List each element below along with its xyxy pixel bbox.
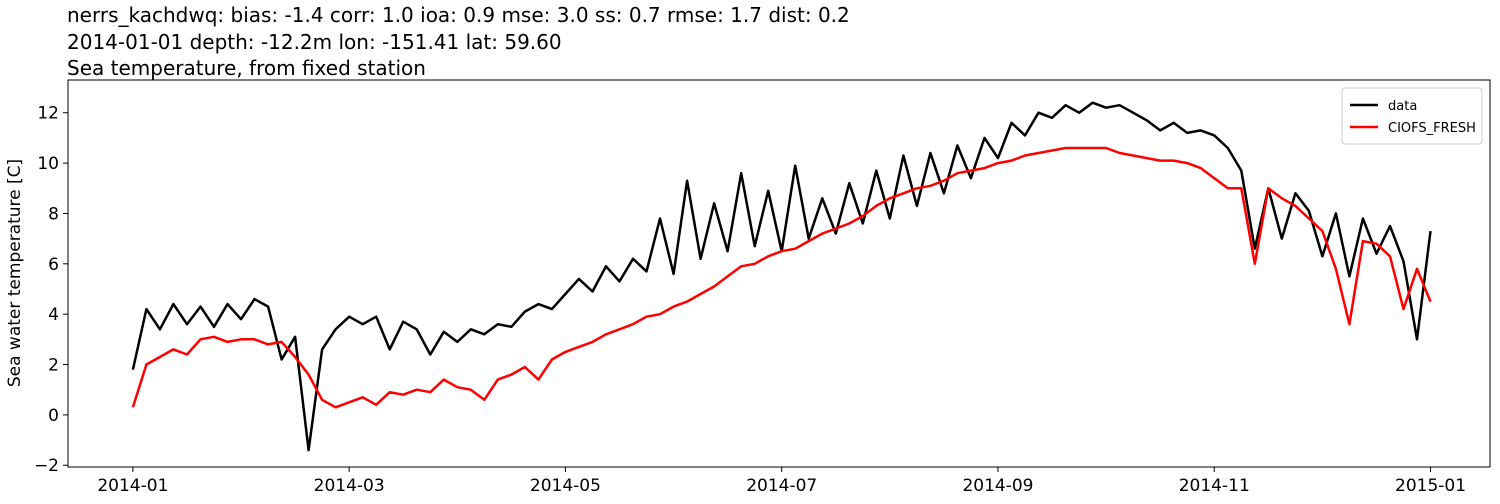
y-tick-label: 12 (37, 104, 59, 124)
x-tick-label: 2014-03 (314, 476, 385, 496)
plot-frame (67, 79, 1491, 468)
chart-title: nerrs_kachdwq: bias: -1.4 corr: 1.0 ioa:… (67, 3, 850, 27)
y-axis-label: Sea water temperature [C] (5, 159, 25, 387)
x-tick-label: 2014-07 (746, 476, 817, 496)
y-tick-label: 6 (48, 255, 59, 275)
y-tick-label: 10 (37, 154, 59, 174)
y-tick-label: −2 (34, 456, 59, 476)
series-line (131, 101, 1432, 452)
y-tick-label: 0 (48, 406, 59, 426)
chart-subtitle: 2014-01-01 depth: -12.2m lon: -151.41 la… (67, 30, 562, 54)
legend-label: data (1388, 99, 1417, 114)
y-tick-label: 8 (48, 204, 59, 224)
legend-box (1341, 87, 1483, 145)
y-tick-label: 4 (48, 305, 59, 325)
x-tick-label: 2014-09 (962, 476, 1033, 496)
x-tick-label: 2014-11 (1179, 476, 1250, 496)
series-line (131, 146, 1432, 409)
x-tick-label: 2014-01 (97, 476, 168, 496)
y-tick-label: 2 (48, 356, 59, 376)
legend-label: CIOFS_FRESH (1388, 121, 1476, 136)
x-tick-label: 2014-05 (530, 476, 601, 496)
chart-subtitle: Sea temperature, from fixed station (67, 56, 426, 80)
x-tick-label: 2015-01 (1395, 476, 1466, 496)
